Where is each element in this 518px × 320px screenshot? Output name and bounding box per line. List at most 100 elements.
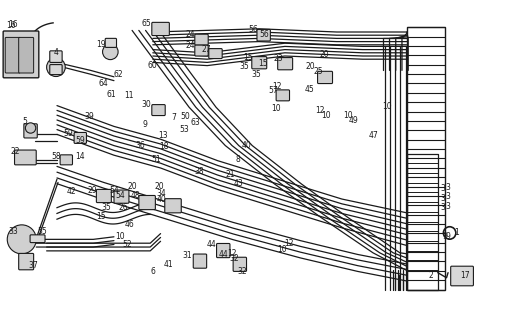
FancyBboxPatch shape [257,29,270,41]
Text: 56: 56 [248,25,257,34]
Text: 15: 15 [258,60,268,68]
Bar [407,154,438,290]
FancyBboxPatch shape [60,155,73,165]
Text: 37: 37 [29,261,38,270]
FancyBboxPatch shape [74,132,87,143]
Text: 10: 10 [322,111,331,120]
Text: 65: 65 [141,19,151,28]
FancyBboxPatch shape [152,105,165,116]
FancyBboxPatch shape [318,71,333,84]
Text: 12: 12 [315,106,325,115]
Text: 51: 51 [152,155,161,164]
Text: 26: 26 [119,204,128,212]
Text: 64: 64 [99,79,108,88]
Circle shape [25,123,36,133]
Text: 52: 52 [122,240,132,249]
Text: 15: 15 [243,53,252,62]
Text: 19: 19 [96,40,106,49]
Text: 35: 35 [102,204,111,212]
Text: 39: 39 [84,112,94,121]
Text: 8: 8 [236,156,241,164]
FancyBboxPatch shape [451,266,473,286]
FancyBboxPatch shape [252,57,267,69]
Text: 3: 3 [440,194,445,203]
Text: 41: 41 [164,260,173,269]
FancyBboxPatch shape [217,244,230,258]
Text: 59: 59 [76,136,85,145]
FancyBboxPatch shape [152,22,169,36]
Text: 59: 59 [64,129,73,138]
Text: 20: 20 [127,182,137,191]
Text: 3: 3 [445,202,451,211]
Text: 50: 50 [181,112,190,121]
Text: 3: 3 [440,184,445,193]
Text: 9: 9 [442,232,447,241]
FancyBboxPatch shape [30,235,45,243]
Text: 54: 54 [109,186,119,195]
FancyBboxPatch shape [195,45,208,56]
FancyBboxPatch shape [24,124,37,138]
Text: 3: 3 [445,183,451,192]
Text: 15: 15 [96,212,106,221]
Text: 30: 30 [141,100,151,109]
Text: 58: 58 [51,152,61,161]
Text: 61: 61 [107,90,116,99]
Text: 7: 7 [171,113,176,122]
Text: 42: 42 [67,188,76,196]
Text: 35: 35 [251,70,261,79]
Text: 24: 24 [186,41,195,50]
Text: 47: 47 [369,131,379,140]
Text: 20: 20 [306,62,315,71]
Text: 49: 49 [349,116,358,125]
Text: 17: 17 [461,271,470,280]
Text: 3: 3 [440,204,445,212]
Text: 43: 43 [234,179,243,188]
Text: 48: 48 [131,191,140,200]
Text: 27: 27 [202,45,211,54]
FancyBboxPatch shape [278,58,293,70]
FancyBboxPatch shape [50,51,62,62]
Text: 6: 6 [150,267,155,276]
Text: 21: 21 [226,170,235,179]
Text: 20: 20 [320,50,329,59]
Text: 18: 18 [159,142,168,151]
Text: 53: 53 [179,125,189,134]
Text: 32: 32 [238,268,247,276]
FancyBboxPatch shape [276,90,290,101]
FancyBboxPatch shape [209,49,222,59]
Text: 12: 12 [284,239,294,248]
Text: 33: 33 [8,227,18,236]
FancyBboxPatch shape [105,38,117,47]
Text: 40: 40 [157,195,166,204]
Text: 20: 20 [155,182,164,191]
Text: 2: 2 [428,271,434,280]
Text: 10: 10 [343,111,353,120]
Text: 35: 35 [240,62,249,71]
FancyBboxPatch shape [195,34,208,45]
Text: 16: 16 [8,20,18,29]
Text: 40: 40 [241,141,251,150]
Bar [407,27,445,290]
Text: 63: 63 [191,118,200,127]
FancyBboxPatch shape [15,150,36,165]
Text: 10: 10 [116,232,125,241]
Text: 54: 54 [116,191,125,200]
Text: 10: 10 [271,104,280,113]
Text: 13: 13 [159,131,168,140]
Text: 3: 3 [445,192,451,201]
Text: 45: 45 [305,85,314,94]
FancyBboxPatch shape [19,253,34,270]
Text: 23: 23 [274,54,283,63]
Text: 46: 46 [125,220,134,229]
Text: 9: 9 [142,120,148,129]
Text: 31: 31 [183,251,192,260]
FancyBboxPatch shape [5,37,20,73]
Text: 25: 25 [314,67,323,76]
Text: 34: 34 [157,189,166,198]
Text: 10: 10 [383,102,392,111]
FancyBboxPatch shape [165,199,181,213]
FancyBboxPatch shape [114,190,129,203]
Text: 5: 5 [22,117,27,126]
Text: 16: 16 [7,21,16,30]
FancyBboxPatch shape [139,196,155,210]
